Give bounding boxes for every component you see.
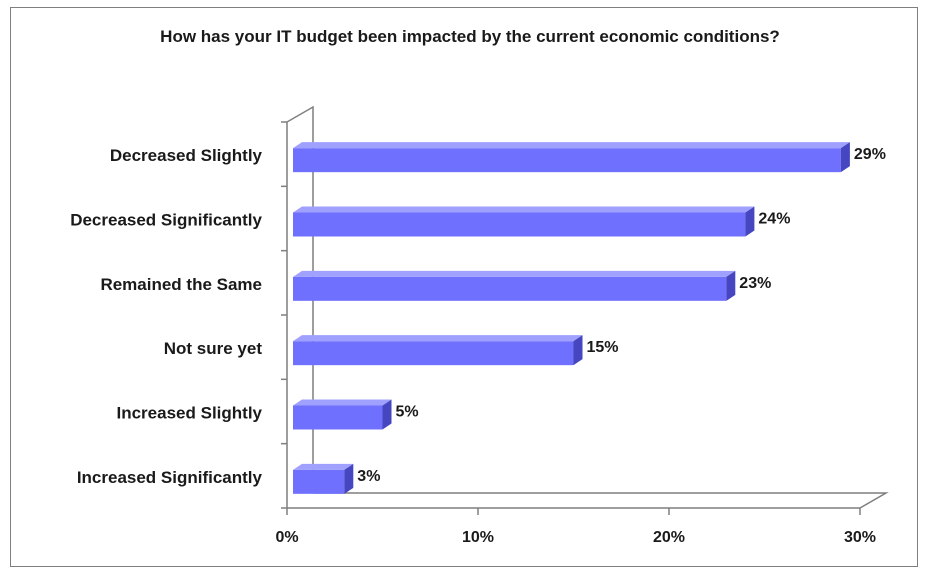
category-label: Remained the Same xyxy=(100,275,262,294)
data-label: 23% xyxy=(739,275,771,292)
bar-side xyxy=(344,463,354,494)
data-label: 3% xyxy=(357,468,380,485)
x-tick-label: 20% xyxy=(653,529,685,546)
bars-group xyxy=(293,142,850,494)
bar-side xyxy=(840,142,850,173)
bar xyxy=(293,276,727,301)
data-label: 15% xyxy=(587,339,619,356)
bar-side xyxy=(726,270,736,301)
x-tick-label: 10% xyxy=(462,529,494,546)
bar-top xyxy=(293,399,392,406)
bar xyxy=(293,405,383,430)
x-tick-label: 0% xyxy=(275,529,298,546)
bar-top xyxy=(293,206,755,213)
bar xyxy=(293,148,841,173)
bar xyxy=(293,212,746,237)
category-label: Decreased Significantly xyxy=(70,211,262,230)
category-label: Increased Significantly xyxy=(77,468,263,487)
bar-top xyxy=(293,463,354,470)
labels-group: 0% 10% 20% 30% 29% Decreased Slightly 24% Decre… xyxy=(70,146,886,546)
chart-title: How has your IT budget been impacted by … xyxy=(160,27,780,46)
bar-side xyxy=(745,206,755,237)
bar xyxy=(293,469,345,494)
bar-side xyxy=(573,335,583,366)
data-label: 5% xyxy=(396,404,419,421)
category-label: Decreased Slightly xyxy=(110,146,263,165)
data-label: 24% xyxy=(758,211,790,228)
axis-floor xyxy=(287,492,889,509)
category-label: Increased Slightly xyxy=(117,404,263,423)
x-tick-label: 30% xyxy=(844,529,876,546)
bar-top xyxy=(293,270,736,277)
bar-side xyxy=(382,399,392,430)
data-label: 29% xyxy=(854,146,886,163)
bar xyxy=(293,341,574,366)
bar-top xyxy=(293,335,583,342)
category-label: Not sure yet xyxy=(164,339,263,358)
bar-top xyxy=(293,142,850,149)
